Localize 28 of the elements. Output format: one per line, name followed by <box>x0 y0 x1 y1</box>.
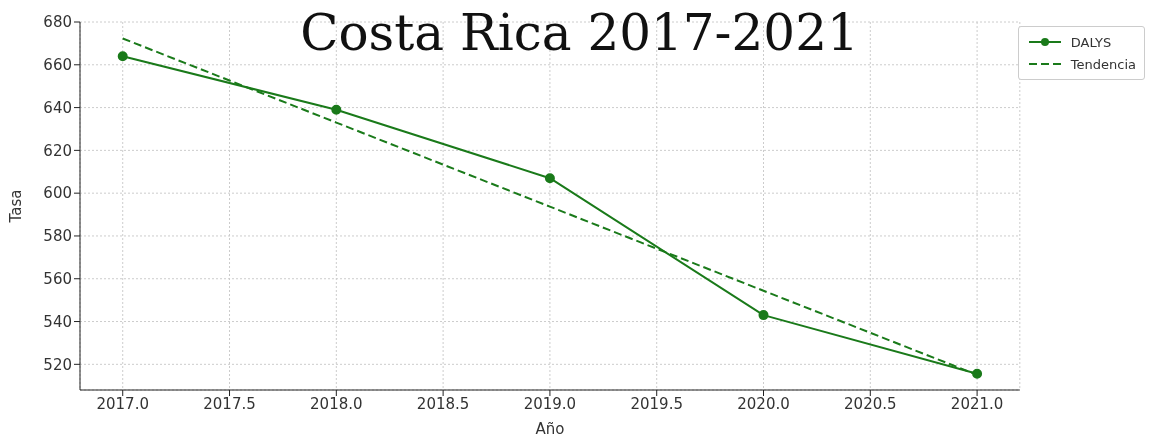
y-tick-label: 660 <box>43 56 72 75</box>
y-tick-label: 540 <box>43 312 72 331</box>
point <box>331 104 342 115</box>
y-axis-title: Tasa <box>7 189 26 224</box>
y-tick-label: 520 <box>43 355 72 374</box>
x-tick-label: 2018.5 <box>416 394 470 413</box>
y-tick-label: 560 <box>43 270 72 289</box>
chart-title: Costa Rica 2017-2021 <box>300 4 859 62</box>
legend-label: Tendencia <box>1070 56 1136 72</box>
x-tick-label: 2020.0 <box>737 394 790 413</box>
x-tick-label: 2020.5 <box>844 394 897 413</box>
legend-label: DALYS <box>1070 34 1112 50</box>
y-tick-label: 620 <box>43 141 72 160</box>
point <box>117 51 128 62</box>
x-tick-label: 2017.5 <box>203 394 256 413</box>
y-tick-label: 640 <box>43 98 72 117</box>
point <box>758 310 769 321</box>
y-tick-label: 580 <box>43 227 72 246</box>
y-tick-label: 680 <box>43 13 72 32</box>
x-tick-label: 2019.5 <box>630 394 683 413</box>
point <box>972 368 983 379</box>
x-tick-label: 2019.0 <box>523 394 577 413</box>
point <box>544 173 555 184</box>
x-tick-label: 2021.0 <box>950 394 1004 413</box>
x-tick-label: 2017.0 <box>96 394 149 413</box>
y-tick-label: 600 <box>43 184 72 203</box>
x-tick-label: 2018.0 <box>310 394 363 413</box>
x-axis-title: Año <box>535 420 565 438</box>
